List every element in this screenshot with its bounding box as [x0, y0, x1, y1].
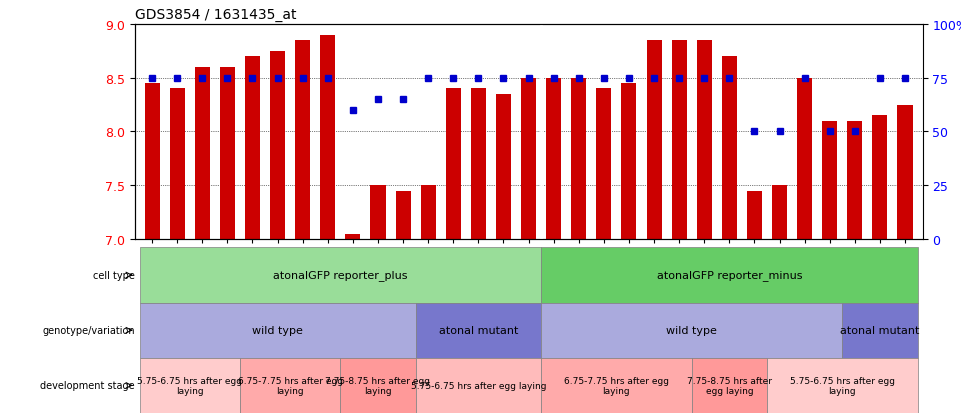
Bar	[144, 84, 160, 240]
FancyBboxPatch shape	[692, 358, 767, 413]
Bar	[345, 234, 360, 240]
Bar	[772, 186, 787, 240]
FancyBboxPatch shape	[139, 248, 541, 303]
Bar	[170, 89, 185, 240]
Bar	[722, 57, 737, 240]
Bar	[823, 121, 837, 240]
Text: 7.75-8.75 hrs after
egg laying: 7.75-8.75 hrs after egg laying	[687, 376, 772, 395]
FancyBboxPatch shape	[415, 358, 541, 413]
Text: development stage: development stage	[40, 380, 136, 390]
Text: cell type: cell type	[93, 271, 136, 280]
Text: 5.75-6.75 hrs after egg laying: 5.75-6.75 hrs after egg laying	[410, 381, 546, 390]
FancyBboxPatch shape	[139, 303, 415, 358]
Bar	[370, 186, 385, 240]
Text: 5.75-6.75 hrs after egg
laying: 5.75-6.75 hrs after egg laying	[137, 376, 242, 395]
FancyBboxPatch shape	[541, 358, 692, 413]
Text: 5.75-6.75 hrs after egg
laying: 5.75-6.75 hrs after egg laying	[790, 376, 895, 395]
Bar	[597, 89, 611, 240]
Text: wild type: wild type	[666, 325, 717, 335]
Bar	[295, 41, 310, 240]
FancyBboxPatch shape	[842, 303, 918, 358]
Text: genotype/variation: genotype/variation	[42, 325, 136, 335]
Text: wild type: wild type	[252, 325, 303, 335]
Bar	[622, 84, 636, 240]
Bar	[521, 78, 536, 240]
Bar	[898, 105, 913, 240]
FancyBboxPatch shape	[541, 248, 918, 303]
Text: 6.75-7.75 hrs after egg
laying: 6.75-7.75 hrs after egg laying	[237, 376, 343, 395]
Bar	[797, 78, 812, 240]
Text: 6.75-7.75 hrs after egg
laying: 6.75-7.75 hrs after egg laying	[564, 376, 669, 395]
FancyBboxPatch shape	[541, 303, 842, 358]
Bar	[220, 68, 234, 240]
Text: GDS3854 / 1631435_at: GDS3854 / 1631435_at	[135, 8, 296, 22]
FancyBboxPatch shape	[340, 358, 415, 413]
Bar	[245, 57, 260, 240]
Bar	[446, 89, 460, 240]
Text: atonal mutant: atonal mutant	[840, 325, 920, 335]
Bar	[471, 89, 486, 240]
Bar	[320, 36, 335, 240]
Text: 7.75-8.75 hrs after egg
laying: 7.75-8.75 hrs after egg laying	[326, 376, 431, 395]
FancyBboxPatch shape	[415, 303, 541, 358]
Bar	[672, 41, 687, 240]
Bar	[546, 78, 561, 240]
Bar	[747, 191, 762, 240]
FancyBboxPatch shape	[767, 358, 918, 413]
Bar	[496, 95, 511, 240]
Bar	[571, 78, 586, 240]
Bar	[270, 52, 285, 240]
Bar	[421, 186, 435, 240]
Bar	[697, 41, 712, 240]
FancyBboxPatch shape	[139, 358, 240, 413]
Text: atonalGFP reporter_minus: atonalGFP reporter_minus	[656, 270, 802, 281]
Bar	[873, 116, 887, 240]
Bar	[647, 41, 661, 240]
Bar	[396, 191, 410, 240]
Bar	[195, 68, 209, 240]
Text: atonalGFP reporter_plus: atonalGFP reporter_plus	[273, 270, 407, 281]
Bar	[848, 121, 862, 240]
FancyBboxPatch shape	[240, 358, 340, 413]
Text: atonal mutant: atonal mutant	[438, 325, 518, 335]
